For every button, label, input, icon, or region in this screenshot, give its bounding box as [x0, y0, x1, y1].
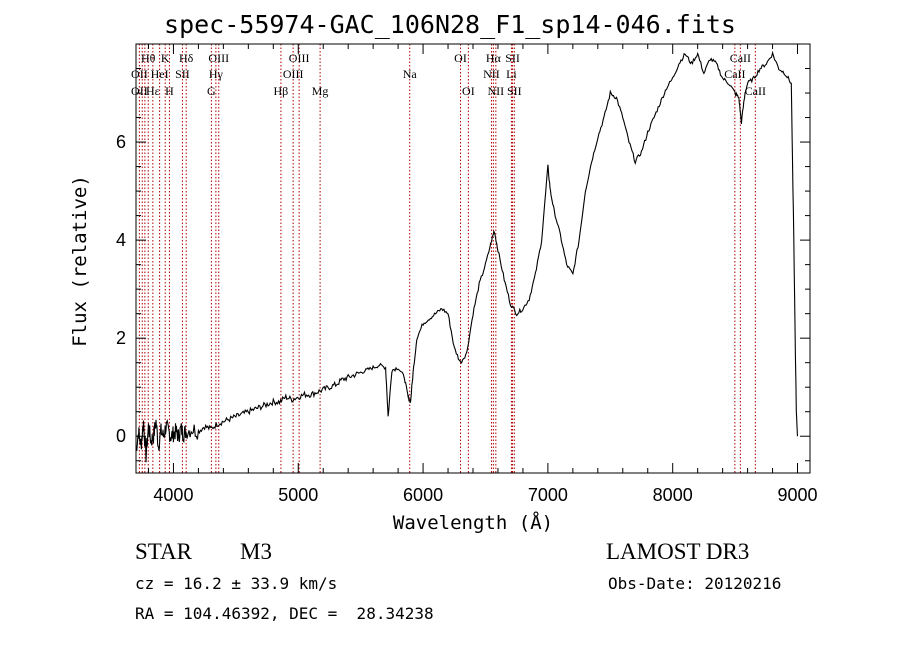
plot-frame	[135, 43, 811, 474]
line-label: OI	[454, 51, 467, 65]
x-tick-label: 5000	[278, 485, 318, 505]
line-label: G	[207, 84, 216, 98]
line-label: CaII	[730, 51, 751, 65]
survey-name: LAMOST DR3	[606, 539, 750, 564]
redshift-readout: cz = 16.2 ± 33.9 km/s	[135, 574, 338, 593]
line-label: K	[161, 51, 170, 65]
coordinates-readout: RA = 104.46392, DEC = 28.34238	[135, 604, 434, 623]
line-label: H	[165, 84, 174, 98]
line-label: OI	[462, 84, 475, 98]
line-label: SII	[175, 67, 190, 81]
y-axis-ticks: 0 2 4 6	[116, 68, 810, 462]
y-tick-label: 0	[116, 426, 126, 446]
line-label: Hε	[146, 84, 160, 98]
line-label: HeI	[151, 67, 169, 81]
x-tick-label: 8000	[653, 485, 693, 505]
line-label: Hδ	[179, 51, 194, 65]
line-label: NII	[488, 84, 505, 98]
y-tick-label: 6	[116, 132, 126, 152]
line-label: CaII	[724, 67, 745, 81]
line-label: Mg	[312, 84, 329, 98]
y-axis-label: Flux (relative)	[69, 175, 91, 347]
line-label: OII	[131, 84, 148, 98]
x-tick-label: 4000	[153, 485, 193, 505]
y-tick-label: 4	[116, 230, 126, 250]
y-tick-label: 2	[116, 328, 126, 348]
line-label: SII	[505, 51, 520, 65]
chart-title: spec-55974-GAC_106N28_F1_sp14-046.fits	[164, 10, 736, 39]
x-tick-label: 7000	[528, 485, 568, 505]
line-label: Hθ	[141, 51, 156, 65]
object-class: STAR	[135, 539, 192, 564]
line-label: CaII	[745, 84, 766, 98]
x-tick-label: 9000	[777, 485, 817, 505]
line-label: SII	[507, 84, 522, 98]
line-label: OIII	[289, 51, 310, 65]
object-subclass: M3	[240, 539, 272, 564]
line-label: OIII	[283, 67, 304, 81]
x-axis-ticks: 4000 5000 6000 7000 8000 9000	[147, 44, 818, 505]
x-tick-label: 6000	[403, 485, 443, 505]
line-label: OIII	[208, 51, 229, 65]
line-label: Na	[403, 67, 418, 81]
line-label: NII	[483, 67, 500, 81]
line-marker-group	[138, 44, 756, 473]
x-axis-label: Wavelength (Å)	[392, 512, 554, 534]
line-label: OII	[131, 67, 148, 81]
line-label: Hγ	[209, 67, 224, 81]
line-label: Hβ	[274, 84, 289, 98]
line-label: Li	[506, 67, 517, 81]
obs-date: Obs-Date: 20120216	[608, 574, 782, 593]
line-label: Hα	[486, 51, 502, 65]
spectrum-line	[135, 50, 799, 463]
